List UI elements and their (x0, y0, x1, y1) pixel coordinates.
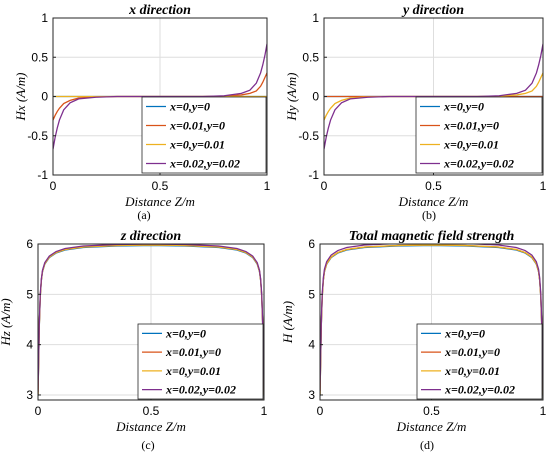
x-tick-label: 0.5 (423, 404, 440, 418)
y-tick-label: 0 (312, 90, 319, 104)
y-axis-label: Hx (A/m) (13, 72, 28, 121)
x-tick-label: 0 (50, 179, 57, 193)
legend: x=0,y=0 x=0.01,y=0 x=0,y=0.01 x=0.02,y=0.02 (416, 323, 543, 400)
legend: x=0,y=0 x=0.01,y=0 x=0,y=0.01 x=0.02,y=0.02 (137, 323, 264, 400)
legend-label-3: x=0,y=0.01 (169, 138, 225, 152)
y-axis-label: H (A/m) (280, 301, 295, 344)
legend-label-1: x=0,y=0 (444, 326, 485, 340)
y-tick-label: 0.5 (302, 50, 319, 64)
legend-label-1: x=0,y=0 (165, 326, 206, 340)
chart-title: y direction (401, 3, 464, 18)
legend-label-1: x=0,y=0 (443, 100, 484, 114)
x-tick-label: 1 (540, 404, 547, 418)
x-tick-label: 0.5 (152, 179, 169, 193)
legend-label-4: x=0.02,y=0.02 (444, 383, 515, 397)
x-axis-label: Distance Z/m (115, 419, 186, 434)
panel-caption: (a) (137, 208, 150, 222)
legend-box (415, 96, 543, 174)
y-axis-label: Hz (A/m) (0, 298, 13, 346)
x-tick-label: 1 (540, 179, 547, 193)
y-tick-label: -1 (308, 168, 319, 182)
legend-label-3: x=0,y=0.01 (444, 364, 500, 378)
y-tick-label: -1 (37, 168, 48, 182)
legend-label-2: x=0.01,y=0 (443, 119, 499, 133)
panel-caption: (d) (420, 438, 434, 452)
series-line-4 (38, 244, 264, 392)
series-group (324, 43, 543, 150)
panel-caption: (b) (422, 208, 436, 222)
chart-panel-2: 0 0.5 1 -1 -0.5 0 0.5 1 y direction Distance Z/m H… (284, 3, 547, 222)
y-tick-label: 3 (308, 388, 315, 402)
y-tick-label: 1 (312, 11, 319, 25)
legend-label-3: x=0,y=0.01 (443, 138, 499, 152)
x-tick-label: 1 (261, 404, 268, 418)
y-tick-label: 0.5 (31, 50, 48, 64)
series-group (320, 244, 543, 396)
y-tick-label: -0.5 (27, 129, 48, 143)
y-axis-label: Hy (A/m) (284, 72, 299, 121)
x-axis-label: Distance Z/m (124, 194, 195, 209)
chart-title: Total magnetic field strength (349, 229, 515, 244)
x-tick-label: 0 (317, 404, 324, 418)
series-line-4 (320, 244, 543, 391)
x-tick-label: 1 (264, 179, 271, 193)
legend-label-2: x=0.01,y=0 (169, 119, 225, 133)
legend-label-1: x=0,y=0 (169, 100, 210, 114)
chart-panel-4: 0 0.5 1 3 4 5 6 Total magnetic field strength Di… (280, 229, 547, 452)
y-tick-label: 4 (308, 338, 315, 352)
legend-label-2: x=0.01,y=0 (444, 345, 500, 359)
series-line-4 (53, 43, 267, 150)
x-tick-label: 0 (35, 404, 42, 418)
legend-label-4: x=0.02,y=0.02 (443, 157, 514, 171)
legend-box (141, 96, 267, 174)
series-line-4 (324, 43, 543, 150)
y-tick-label: 5 (308, 287, 315, 301)
chart-panel-1: 0 0.5 1 -1 -0.5 0 0.5 1 x direction Distance Z/m H… (13, 3, 271, 222)
chart-panel-3: 0 0.5 1 3 4 5 6 z direction Distance Z/m Hz (A/m)… (0, 229, 268, 452)
x-tick-label: 0.5 (425, 179, 442, 193)
panel-caption: (c) (141, 438, 154, 452)
x-axis-label: Distance Z/m (396, 419, 467, 434)
legend: x=0,y=0 x=0.01,y=0 x=0,y=0.01 x=0.02,y=0.02 (141, 96, 267, 174)
series-group (38, 244, 264, 396)
x-tick-label: 0.5 (143, 404, 160, 418)
legend-box (137, 323, 264, 400)
chart-title: z direction (120, 229, 181, 244)
y-tick-label: 3 (26, 388, 33, 402)
legend-box (416, 323, 543, 400)
x-tick-label: 0 (321, 179, 328, 193)
x-axis-label: Distance Z/m (398, 194, 469, 209)
legend-label-4: x=0.02,y=0.02 (165, 383, 236, 397)
y-tick-label: 6 (308, 237, 315, 251)
legend-label-2: x=0.01,y=0 (165, 345, 221, 359)
y-tick-label: 4 (26, 338, 33, 352)
y-tick-label: 0 (41, 90, 48, 104)
y-tick-label: 5 (26, 287, 33, 301)
y-tick-label: 6 (26, 237, 33, 251)
legend-label-4: x=0.02,y=0.02 (169, 157, 240, 171)
chart-title: x direction (128, 3, 191, 18)
y-tick-label: 1 (41, 11, 48, 25)
legend-label-3: x=0,y=0.01 (165, 364, 221, 378)
legend: x=0,y=0 x=0.01,y=0 x=0,y=0.01 x=0.02,y=0.02 (415, 96, 543, 174)
series-group (53, 43, 267, 150)
y-tick-label: -0.5 (298, 129, 319, 143)
